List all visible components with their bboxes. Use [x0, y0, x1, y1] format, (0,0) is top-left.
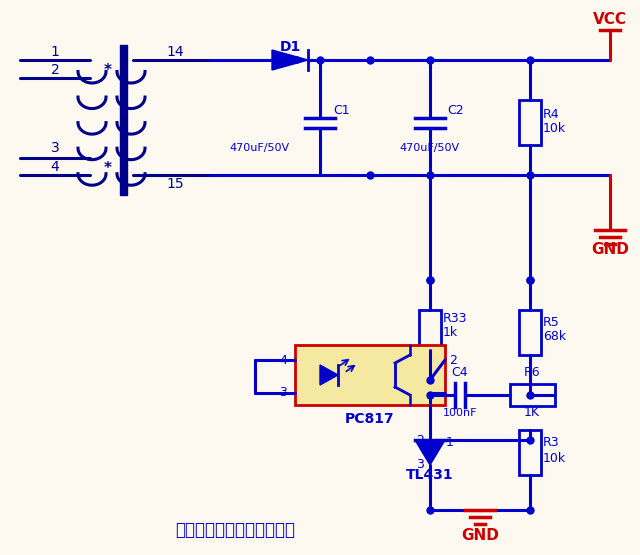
Text: R6: R6 [524, 366, 540, 379]
FancyBboxPatch shape [519, 310, 541, 355]
Text: R4: R4 [543, 108, 559, 122]
Text: C4: C4 [452, 366, 468, 379]
Text: 10k: 10k [543, 452, 566, 465]
Text: C1: C1 [333, 103, 349, 117]
Text: PC817: PC817 [345, 412, 395, 426]
Text: 2: 2 [449, 354, 457, 366]
Text: GND: GND [591, 243, 629, 258]
Text: 14: 14 [166, 45, 184, 59]
Text: R5: R5 [543, 315, 560, 329]
Text: GND: GND [461, 527, 499, 542]
Text: *: * [104, 160, 112, 175]
Text: VCC: VCC [593, 13, 627, 28]
FancyBboxPatch shape [519, 430, 541, 475]
Text: 4: 4 [51, 160, 60, 174]
FancyBboxPatch shape [295, 345, 445, 405]
Text: R3: R3 [543, 436, 559, 450]
FancyBboxPatch shape [419, 310, 441, 350]
Text: 1: 1 [446, 436, 454, 450]
Text: 1: 1 [51, 45, 60, 59]
Text: 68k: 68k [543, 330, 566, 344]
Text: 2: 2 [51, 63, 60, 77]
Polygon shape [272, 50, 308, 70]
FancyBboxPatch shape [519, 100, 541, 145]
Text: 4: 4 [279, 354, 287, 366]
Text: 2: 2 [416, 433, 424, 447]
Text: *: * [104, 63, 112, 78]
Text: 10k: 10k [543, 122, 566, 134]
Text: 3: 3 [51, 141, 60, 155]
Polygon shape [320, 365, 338, 385]
Text: 用作开关电源的误差放大器: 用作开关电源的误差放大器 [175, 521, 295, 539]
Text: D1: D1 [280, 40, 301, 54]
Text: 3: 3 [416, 458, 424, 472]
Text: 470uF/50V: 470uF/50V [400, 143, 460, 153]
Text: 1K: 1K [524, 406, 540, 420]
FancyBboxPatch shape [510, 384, 555, 406]
Text: 1k: 1k [443, 325, 458, 339]
Text: C2: C2 [447, 103, 463, 117]
Text: 15: 15 [166, 177, 184, 191]
Polygon shape [415, 440, 445, 465]
Text: R33: R33 [443, 311, 467, 325]
Text: 3: 3 [279, 386, 287, 400]
Text: 470uF/50V: 470uF/50V [230, 143, 290, 153]
Text: TL431: TL431 [406, 468, 454, 482]
Text: 100nF: 100nF [443, 408, 477, 418]
